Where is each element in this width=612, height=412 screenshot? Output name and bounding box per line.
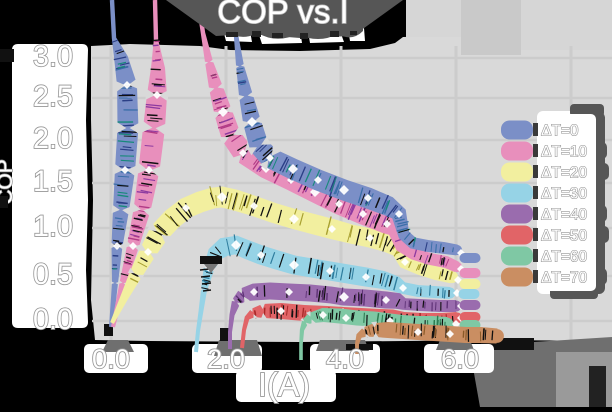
svg-text:0.5: 0.5 bbox=[33, 258, 73, 291]
svg-text:1.5: 1.5 bbox=[33, 165, 73, 198]
svg-text:0.0: 0.0 bbox=[33, 303, 73, 336]
svg-text:0.0: 0.0 bbox=[92, 344, 130, 374]
svg-text:6.0: 6.0 bbox=[441, 344, 479, 374]
svg-text:ΔT=70: ΔT=70 bbox=[541, 270, 587, 287]
svg-text:I(A): I(A) bbox=[258, 366, 310, 403]
svg-text:ΔT=40: ΔT=40 bbox=[541, 207, 587, 224]
svg-text:ΔT=20: ΔT=20 bbox=[541, 165, 587, 182]
svg-text:ΔT=60: ΔT=60 bbox=[541, 249, 587, 266]
svg-text:ΔT=10: ΔT=10 bbox=[541, 144, 587, 161]
svg-text:3.0: 3.0 bbox=[33, 40, 73, 73]
svg-text:2.5: 2.5 bbox=[33, 80, 73, 113]
svg-text:ΔT=30: ΔT=30 bbox=[541, 186, 587, 203]
svg-text:ΔT=0: ΔT=0 bbox=[541, 123, 579, 140]
svg-text:ΔT=50: ΔT=50 bbox=[541, 228, 587, 245]
svg-text:2.0: 2.0 bbox=[207, 344, 245, 374]
svg-text:COP vs.I: COP vs.I bbox=[217, 0, 348, 30]
svg-text:2.0: 2.0 bbox=[33, 122, 73, 155]
svg-text:1.0: 1.0 bbox=[33, 210, 73, 243]
svg-text:4.0: 4.0 bbox=[326, 344, 364, 374]
